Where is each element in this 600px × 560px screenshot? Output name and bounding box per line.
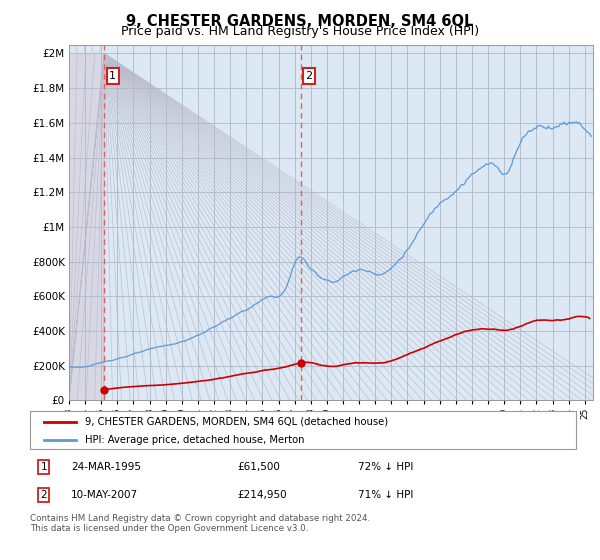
Text: £214,950: £214,950 — [238, 490, 287, 500]
Text: HPI: Average price, detached house, Merton: HPI: Average price, detached house, Mert… — [85, 435, 304, 445]
Text: 9, CHESTER GARDENS, MORDEN, SM4 6QL: 9, CHESTER GARDENS, MORDEN, SM4 6QL — [127, 14, 473, 29]
Text: 10-MAY-2007: 10-MAY-2007 — [71, 490, 138, 500]
Text: 1: 1 — [109, 71, 116, 81]
Text: 9, CHESTER GARDENS, MORDEN, SM4 6QL (detached house): 9, CHESTER GARDENS, MORDEN, SM4 6QL (det… — [85, 417, 388, 427]
Text: 24-MAR-1995: 24-MAR-1995 — [71, 462, 141, 472]
Text: 72% ↓ HPI: 72% ↓ HPI — [358, 462, 413, 472]
Text: 71% ↓ HPI: 71% ↓ HPI — [358, 490, 413, 500]
Text: Price paid vs. HM Land Registry's House Price Index (HPI): Price paid vs. HM Land Registry's House … — [121, 25, 479, 38]
Text: 1: 1 — [40, 462, 47, 472]
Text: 2: 2 — [40, 490, 47, 500]
FancyBboxPatch shape — [30, 411, 576, 449]
Text: Contains HM Land Registry data © Crown copyright and database right 2024.
This d: Contains HM Land Registry data © Crown c… — [30, 514, 370, 533]
Text: £61,500: £61,500 — [238, 462, 280, 472]
Text: 2: 2 — [305, 71, 313, 81]
